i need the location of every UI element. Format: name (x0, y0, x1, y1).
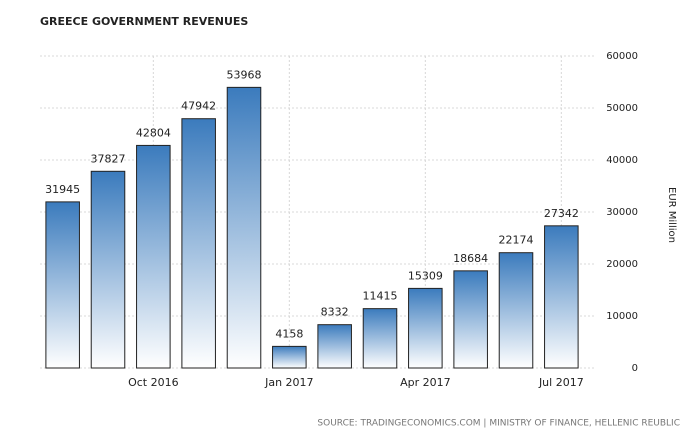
y-tick-label: 60000 (606, 51, 638, 62)
y-tick-label: 50000 (606, 103, 638, 114)
bar (408, 287, 443, 369)
data-label: 53968 (227, 68, 262, 81)
bar (498, 252, 534, 369)
x-tick-label: Jul 2017 (538, 376, 584, 389)
source: SOURCE: TRADINGECONOMICS.COM | MINISTRY … (317, 419, 680, 429)
bar (453, 270, 488, 369)
data-label: 42804 (136, 126, 171, 139)
chart-title: GREECE GOVERNMENT REVENUES (40, 15, 248, 28)
x-tick-label: Jan 2017 (264, 376, 313, 389)
y-axis-label: EUR Million (666, 187, 677, 243)
data-label: 31945 (45, 183, 80, 196)
y-tick-label: 10000 (606, 311, 638, 322)
bar (362, 308, 398, 369)
data-label: 18684 (453, 252, 488, 265)
data-label: 37827 (91, 152, 126, 165)
y-tick-label: 30000 (606, 207, 638, 218)
data-label: 8332 (321, 306, 349, 319)
data-label: 15309 (408, 269, 443, 282)
bar (181, 118, 216, 369)
x-tick-label: Oct 2016 (128, 376, 179, 389)
bar (544, 225, 579, 369)
y-tick-label: 0 (632, 363, 638, 374)
data-label: 4158 (275, 327, 303, 340)
bar (272, 345, 307, 369)
data-label: 22174 (499, 234, 534, 247)
x-tick-label: Apr 2017 (400, 376, 451, 389)
y-tick-label: 40000 (606, 155, 638, 166)
bar (45, 201, 80, 369)
data-label: 11415 (363, 290, 398, 303)
bar (90, 170, 126, 369)
data-label: 27342 (544, 207, 579, 220)
data-label: 47942 (181, 100, 216, 113)
bar (136, 144, 171, 369)
bar (317, 324, 352, 369)
y-tick-label: 20000 (606, 259, 638, 270)
bar (226, 86, 262, 369)
